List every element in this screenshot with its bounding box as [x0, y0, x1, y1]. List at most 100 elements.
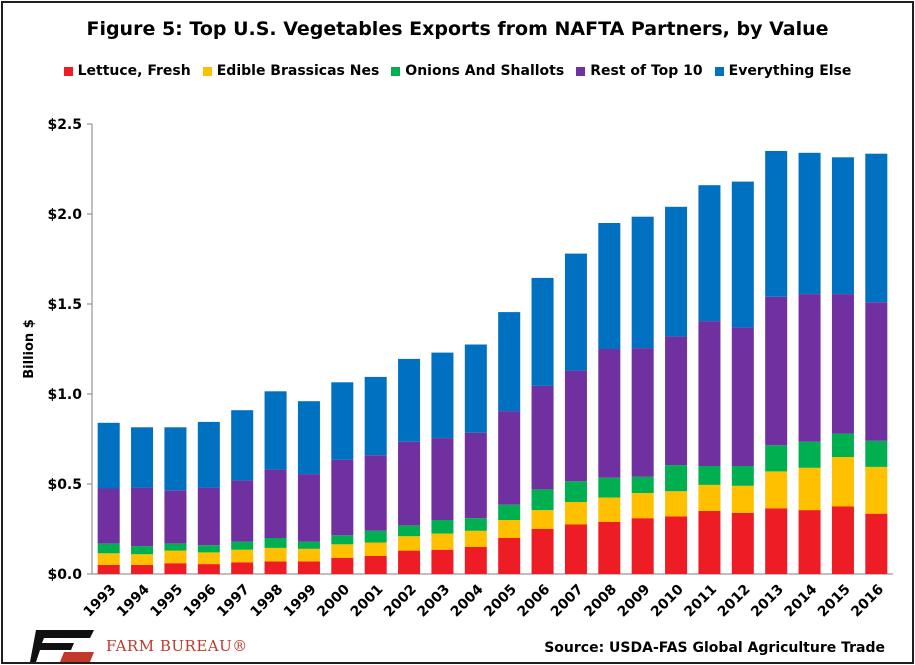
x-tick-label: 2010	[648, 581, 687, 620]
y-tick-label: $2.0	[47, 207, 82, 223]
bar-segment	[297, 561, 320, 574]
bar-segment	[798, 152, 821, 295]
bar-segment	[798, 294, 821, 442]
bar-segment	[698, 321, 721, 466]
bar-segment	[731, 485, 754, 513]
bar-segment	[498, 411, 521, 505]
bar-segment	[731, 327, 754, 466]
bar-segment	[698, 185, 721, 322]
x-tick-label: 1999	[281, 582, 320, 621]
bar-segment	[197, 564, 220, 574]
bar-segment	[131, 487, 154, 547]
bar-segment	[531, 277, 554, 386]
legend-item: Rest of Top 10	[576, 63, 703, 79]
legend-label: Edible Brassicas Nes	[216, 63, 380, 79]
bar-segment	[598, 497, 621, 522]
legend-label: Onions And Shallots	[405, 63, 565, 79]
bar-segment	[731, 466, 754, 486]
bar-segment	[297, 541, 320, 549]
legend-label: Everything Else	[728, 63, 852, 79]
bar-segment	[865, 466, 888, 514]
bar-segment	[231, 562, 254, 574]
bar-segment	[798, 467, 821, 511]
x-tick-label: 1993	[81, 582, 120, 621]
source-note: Source: USDA-FAS Global Agriculture Trad…	[544, 640, 885, 656]
bar-segment	[865, 440, 888, 467]
bar-segment	[665, 336, 688, 466]
x-tick-label: 2004	[448, 581, 487, 620]
bar-segment	[398, 358, 421, 442]
bar-segment	[231, 480, 254, 542]
chart-legend: Lettuce, Fresh Edible Brassicas Nes Onions…	[0, 63, 915, 79]
bar-segment	[164, 490, 187, 544]
bar-segment	[297, 474, 320, 542]
x-tick-label: 2003	[414, 582, 453, 621]
bar-segment	[197, 487, 220, 546]
x-tick-label: 2015	[815, 582, 854, 621]
bar-segment	[97, 488, 120, 544]
legend-swatch	[576, 66, 586, 76]
bar-segment	[97, 565, 120, 574]
bar-segment	[631, 348, 654, 477]
bar-segment	[598, 223, 621, 349]
y-tick-label: $1.5	[47, 297, 82, 313]
bar-segment	[131, 554, 154, 565]
y-tick-label: $0.0	[47, 567, 82, 583]
bar-segment	[865, 513, 888, 574]
x-tick-label: 2001	[348, 582, 387, 621]
x-tick-label: 2000	[314, 581, 353, 620]
x-tick-label: 2008	[581, 582, 620, 621]
bar-segment	[331, 382, 354, 460]
x-tick-label: 1996	[181, 582, 220, 621]
bar-segment	[531, 510, 554, 529]
x-tick-label: 2013	[748, 582, 787, 621]
bar-segment	[197, 421, 220, 488]
bar-segment	[197, 545, 220, 553]
x-tick-label: 2014	[782, 581, 821, 620]
chart-title: Figure 5: Top U.S. Vegetables Exports fr…	[86, 18, 829, 40]
bar-segment	[264, 469, 287, 538]
bar-segment	[264, 547, 287, 562]
bar-segment	[364, 556, 387, 574]
y-tick-label: $1.0	[47, 387, 82, 403]
bar-segment	[498, 504, 521, 520]
bar-segment	[264, 561, 287, 574]
bar-segment	[798, 510, 821, 574]
bar-segment	[531, 529, 554, 574]
bar-segment	[297, 401, 320, 475]
bar-segment	[598, 521, 621, 574]
bar-segment	[665, 206, 688, 337]
bar-segment	[264, 391, 287, 470]
bar-segment	[431, 352, 454, 439]
bar-segment	[398, 536, 421, 551]
bar-segment	[765, 296, 788, 446]
bar-segment	[731, 512, 754, 574]
x-tick-label: 2009	[615, 582, 654, 621]
legend-item: Onions And Shallots	[391, 63, 564, 79]
x-tick-label: 2002	[381, 582, 420, 621]
x-tick-label: 1997	[214, 582, 253, 621]
bar-segment	[531, 385, 554, 490]
bar-segment	[631, 493, 654, 519]
legend-label: Rest of Top 10	[590, 63, 703, 79]
bar-segment	[765, 508, 788, 574]
bar-segment	[331, 459, 354, 536]
bar-segment	[698, 511, 721, 574]
farm-bureau-logo-text: FARM BUREAU®	[106, 637, 248, 655]
bar-segment	[765, 445, 788, 472]
x-tick-label: 1995	[147, 582, 186, 621]
bar-segment	[398, 525, 421, 537]
legend-swatch	[63, 66, 73, 76]
bar-segment	[564, 481, 587, 502]
bar-segment	[431, 533, 454, 550]
bar-segment	[331, 544, 354, 558]
bar-segment	[598, 477, 621, 498]
bar-segment	[564, 253, 587, 371]
bar-segment	[831, 294, 854, 434]
bar-segment	[331, 557, 354, 574]
bar-segment	[431, 438, 454, 520]
bar-segment	[264, 538, 287, 548]
bar-segment	[364, 542, 387, 556]
bar-segment	[398, 550, 421, 574]
bar-segment	[865, 302, 888, 441]
